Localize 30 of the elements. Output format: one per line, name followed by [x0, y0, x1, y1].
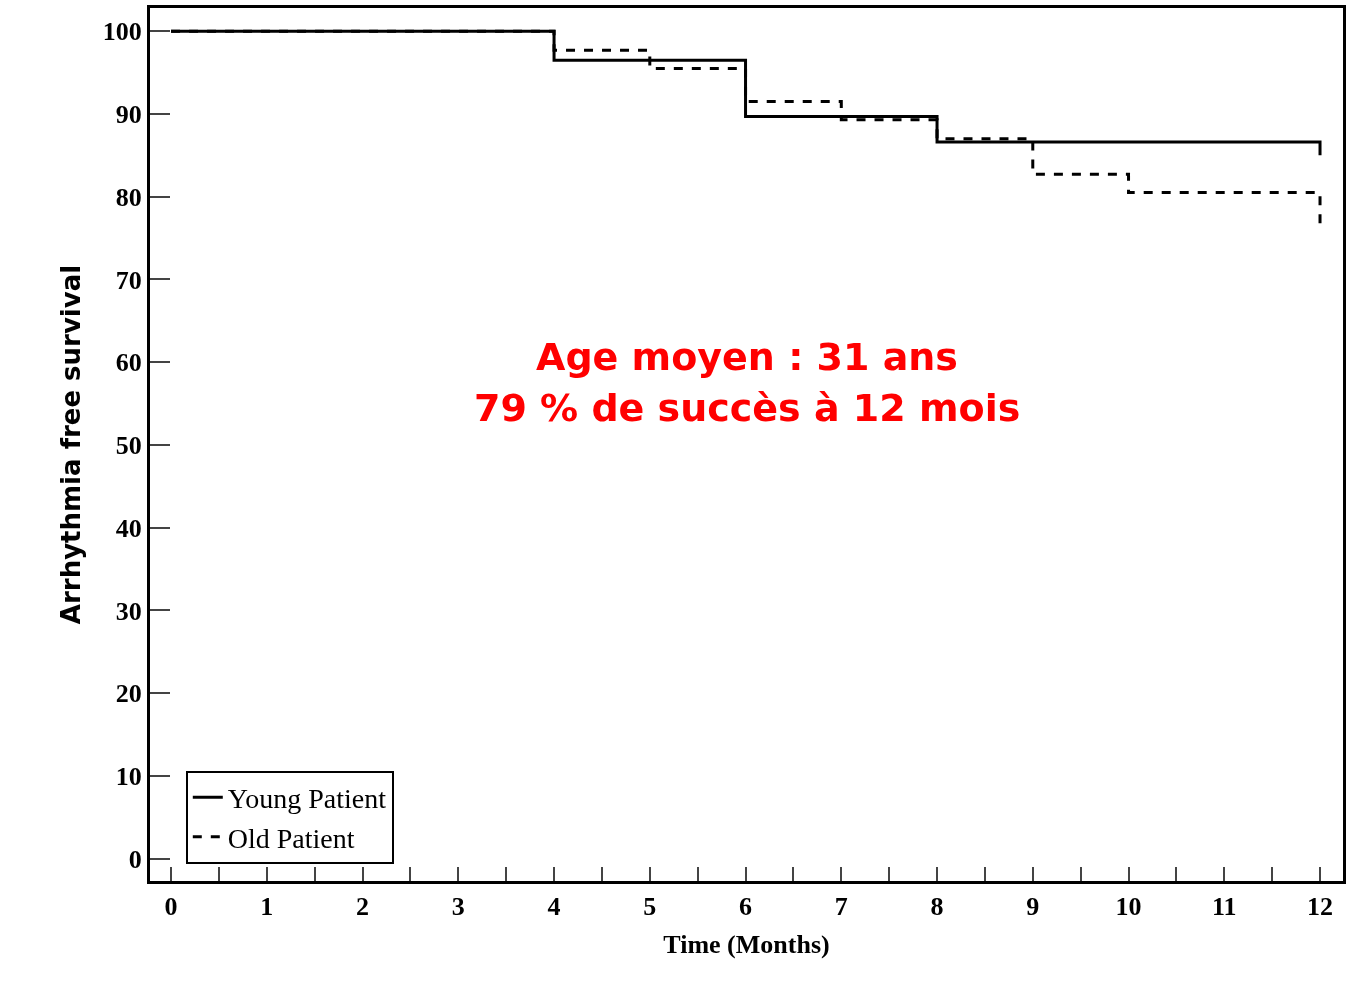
y-tick-label: 50: [115, 431, 142, 461]
x-tick-label: 11: [1211, 892, 1237, 922]
y-tick-label: 100: [102, 17, 142, 47]
x-tick-label: 9: [1026, 892, 1040, 922]
x-tick-label: 7: [834, 892, 848, 922]
y-tick-label: 90: [115, 100, 142, 130]
x-tick-label: 0: [164, 892, 178, 922]
x-tick-label: 5: [643, 892, 657, 922]
y-tick-label: 60: [115, 348, 142, 378]
y-tick-label: 40: [115, 513, 142, 543]
x-tick-label: 2: [356, 892, 370, 922]
y-tick-label: 20: [115, 679, 142, 709]
x-tick-label: 10: [1115, 892, 1142, 922]
legend-label: Old Patient: [227, 822, 355, 854]
y-tick-label: 30: [115, 596, 142, 626]
y-tick-label: 10: [115, 762, 142, 792]
x-tick-label: 4: [547, 892, 561, 922]
annotation: Age moyen : 31 ans: [536, 335, 958, 379]
y-tick-label: 80: [115, 182, 142, 212]
x-axis-title: Time (Months): [663, 929, 830, 959]
x-tick-label: 6: [739, 892, 753, 922]
y-axis-title: Arrhythmia free survival: [56, 264, 87, 625]
legend-label: Young Patient: [227, 783, 387, 815]
x-tick-label: 3: [451, 892, 465, 922]
y-tick-label: 70: [115, 265, 142, 295]
x-tick-label: 1: [260, 892, 274, 922]
y-tick-label: 0: [128, 844, 142, 874]
annotation: 79 % de succès à 12 mois: [474, 386, 1021, 430]
x-tick-label: 12: [1307, 892, 1334, 922]
x-tick-label: 8: [930, 892, 944, 922]
